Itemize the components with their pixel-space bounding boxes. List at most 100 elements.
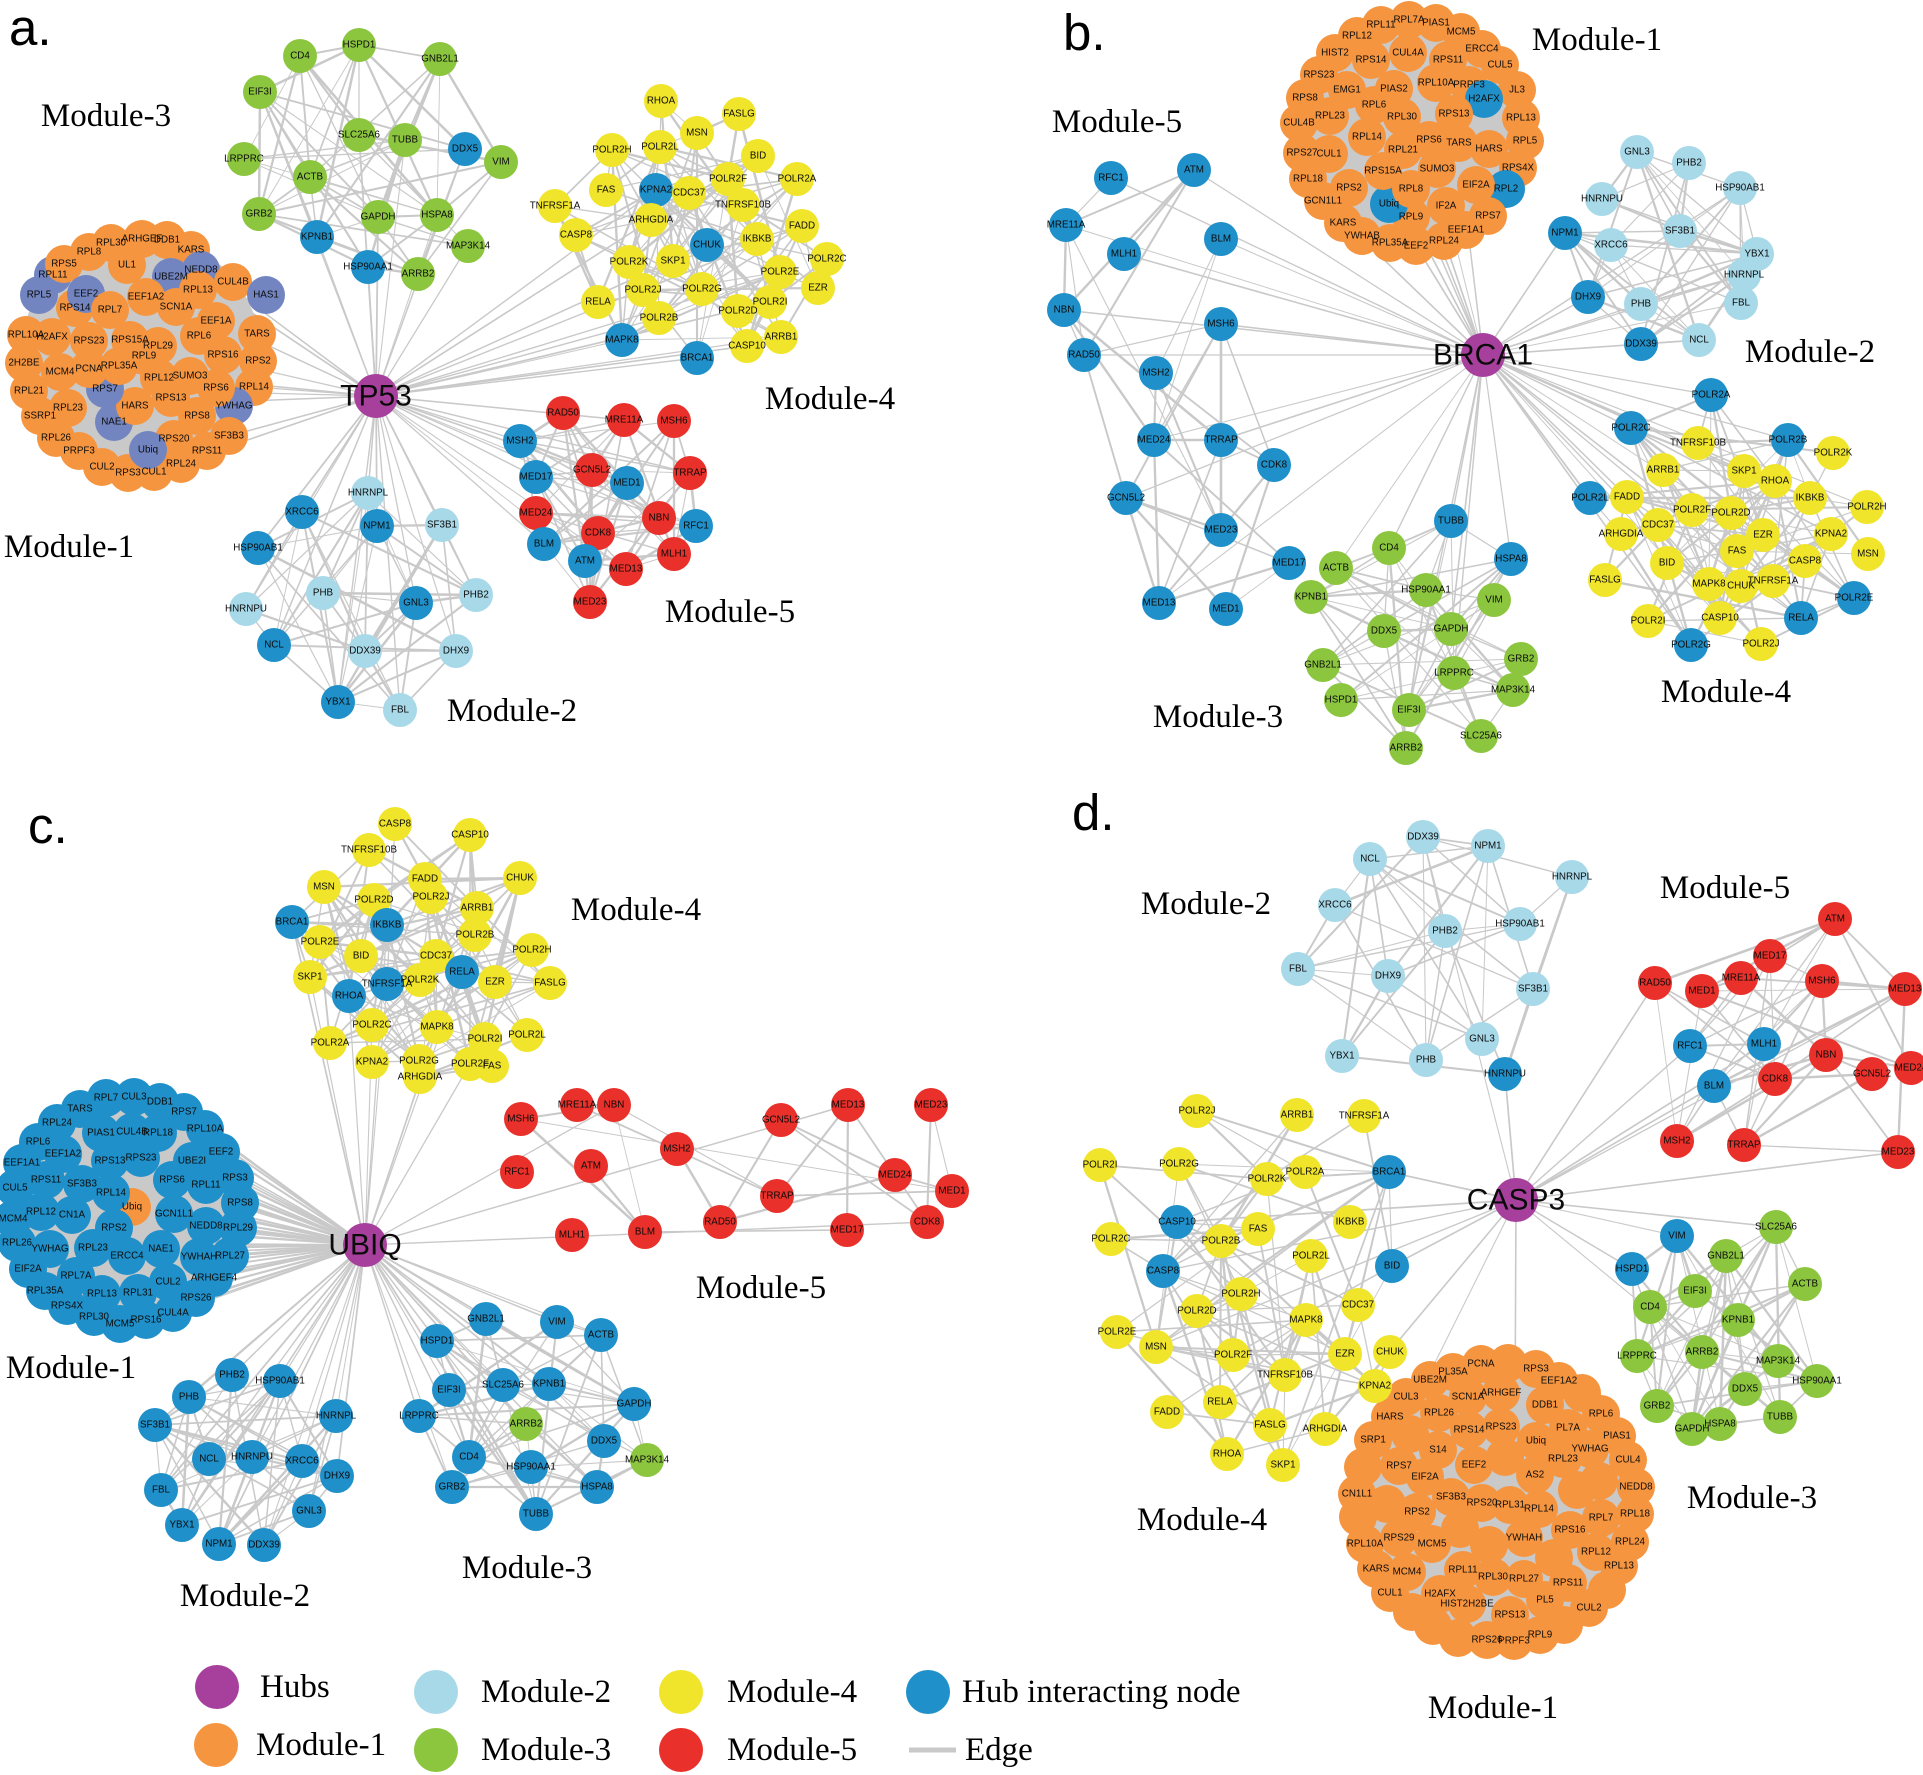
svg-text:EEF1A: EEF1A [200, 316, 232, 327]
svg-text:IF2A: IF2A [1436, 201, 1457, 212]
svg-text:DHX9: DHX9 [324, 1471, 350, 1482]
svg-text:CUL2: CUL2 [1576, 1603, 1601, 1614]
svg-text:PL5: PL5 [1536, 1595, 1554, 1606]
svg-text:RPL12: RPL12 [26, 1207, 56, 1218]
svg-text:CUL5: CUL5 [1487, 60, 1513, 71]
svg-text:RPL24: RPL24 [42, 1118, 73, 1129]
svg-text:POLR2E: POLR2E [761, 267, 800, 278]
svg-text:MED23: MED23 [574, 597, 607, 608]
svg-text:FBL: FBL [391, 705, 410, 716]
svg-text:PHB2: PHB2 [219, 1370, 245, 1381]
svg-text:POLR2B: POLR2B [640, 313, 679, 324]
svg-text:RAD50: RAD50 [547, 408, 579, 419]
svg-text:Module-5: Module-5 [696, 1270, 826, 1306]
svg-text:NCL: NCL [199, 1454, 219, 1465]
svg-text:EEF2: EEF2 [74, 289, 99, 300]
svg-text:TRRAP: TRRAP [673, 468, 707, 479]
svg-text:BLM: BLM [1704, 1081, 1724, 1092]
svg-text:MED1: MED1 [938, 1186, 965, 1197]
svg-text:HARS: HARS [1376, 1412, 1404, 1423]
svg-text:GRB2: GRB2 [246, 209, 273, 220]
svg-text:GNL3: GNL3 [1469, 1034, 1495, 1045]
svg-text:MAPK8: MAPK8 [605, 335, 639, 346]
svg-text:NAE1: NAE1 [101, 417, 127, 428]
svg-text:PHB: PHB [179, 1392, 200, 1403]
svg-text:RPS2: RPS2 [1336, 183, 1362, 194]
svg-text:b.: b. [1063, 4, 1106, 61]
svg-text:DDX5: DDX5 [1371, 626, 1398, 637]
svg-text:SUMO3: SUMO3 [173, 371, 208, 382]
svg-text:ARRB2: ARRB2 [1686, 1347, 1719, 1358]
svg-text:CDC37: CDC37 [1642, 520, 1674, 531]
svg-text:YWHAH: YWHAH [1506, 1533, 1542, 1544]
svg-text:NPM1: NPM1 [1474, 841, 1501, 852]
svg-text:BLM: BLM [534, 539, 554, 550]
svg-text:HSP90AB1: HSP90AB1 [1495, 919, 1545, 930]
svg-text:PRPF3: PRPF3 [1498, 1636, 1530, 1647]
svg-text:TNFRSF10B: TNFRSF10B [341, 845, 398, 856]
svg-text:MSH6: MSH6 [507, 1114, 535, 1125]
svg-text:NPM1: NPM1 [363, 521, 390, 532]
svg-text:YWHAG: YWHAG [215, 401, 252, 412]
svg-text:HSP90AA1: HSP90AA1 [1401, 585, 1451, 596]
svg-text:CN1L1: CN1L1 [1342, 1489, 1373, 1500]
svg-text:GRB2: GRB2 [1644, 1401, 1671, 1412]
svg-text:UBE2M: UBE2M [154, 272, 188, 283]
svg-text:KPNB1: KPNB1 [1295, 592, 1327, 603]
svg-text:POLR2H: POLR2H [1847, 502, 1886, 513]
svg-text:RPS23: RPS23 [1303, 70, 1335, 81]
svg-text:POLR2B: POLR2B [1202, 1236, 1241, 1247]
svg-text:DDX5: DDX5 [452, 144, 479, 155]
svg-text:RPL5: RPL5 [1513, 136, 1538, 147]
svg-text:CUL5: CUL5 [2, 1183, 28, 1194]
svg-text:RPL6: RPL6 [1589, 1409, 1614, 1420]
svg-text:RPS20: RPS20 [1466, 1498, 1498, 1509]
svg-text:POLR2J: POLR2J [412, 892, 449, 903]
svg-text:HSP90AA1: HSP90AA1 [506, 1462, 556, 1473]
svg-text:RPS13: RPS13 [1494, 1610, 1526, 1621]
svg-text:UBE2I: UBE2I [178, 1156, 206, 1167]
svg-text:EZR: EZR [1753, 530, 1773, 541]
svg-text:HSPD1: HSPD1 [1616, 1264, 1649, 1275]
svg-text:MSH6: MSH6 [1808, 976, 1836, 987]
svg-text:CASP8: CASP8 [1147, 1266, 1180, 1277]
svg-text:MED17: MED17 [1754, 951, 1787, 962]
svg-text:CUL4B: CUL4B [1283, 118, 1315, 129]
svg-text:RPL27: RPL27 [1509, 1574, 1539, 1585]
svg-text:SF3B3: SF3B3 [214, 431, 245, 442]
svg-text:MSH2: MSH2 [663, 1144, 690, 1155]
svg-text:MSN: MSN [1145, 1342, 1167, 1353]
svg-text:RPL18: RPL18 [1293, 174, 1324, 185]
svg-text:RPL10A: RPL10A [8, 330, 45, 341]
svg-text:RPL6: RPL6 [1362, 100, 1387, 111]
svg-text:RPS20: RPS20 [158, 434, 190, 445]
svg-text:BID: BID [1384, 1261, 1400, 1272]
svg-text:EEF2: EEF2 [1462, 1460, 1487, 1471]
svg-text:HNRNPU: HNRNPU [1484, 1069, 1526, 1080]
svg-text:Ubiq: Ubiq [138, 445, 158, 456]
svg-text:Module-2: Module-2 [447, 693, 577, 729]
svg-text:POLR2L: POLR2L [508, 1030, 546, 1041]
svg-text:MED13: MED13 [1889, 984, 1922, 995]
svg-text:ARHGEF: ARHGEF [1481, 1388, 1522, 1399]
svg-text:PCNA: PCNA [1467, 1359, 1495, 1370]
svg-text:GCN1L1: GCN1L1 [155, 1209, 193, 1220]
svg-text:MRE11A: MRE11A [1722, 973, 1761, 984]
svg-text:NCL: NCL [1689, 335, 1709, 346]
svg-text:Module-1: Module-1 [6, 1350, 136, 1386]
svg-text:KPNB1: KPNB1 [1722, 1315, 1754, 1326]
svg-text:ARRB1: ARRB1 [461, 903, 494, 914]
svg-text:RPS8: RPS8 [227, 1198, 253, 1209]
svg-text:FAS: FAS [483, 1061, 502, 1072]
svg-text:RPS8: RPS8 [1292, 93, 1318, 104]
svg-text:RPS11: RPS11 [1553, 1578, 1583, 1589]
svg-text:SLC25A6: SLC25A6 [482, 1380, 524, 1391]
svg-text:CDC37: CDC37 [420, 951, 452, 962]
svg-text:ARRB2: ARRB2 [510, 1419, 543, 1430]
svg-text:POLR2G: POLR2G [682, 284, 722, 295]
svg-text:Module-1: Module-1 [4, 529, 134, 565]
svg-text:RPS23: RPS23 [73, 336, 105, 347]
svg-text:CUL4A: CUL4A [157, 1308, 189, 1319]
svg-text:RPL9: RPL9 [1528, 1630, 1553, 1641]
svg-text:HNRNPL: HNRNPL [1724, 270, 1765, 281]
